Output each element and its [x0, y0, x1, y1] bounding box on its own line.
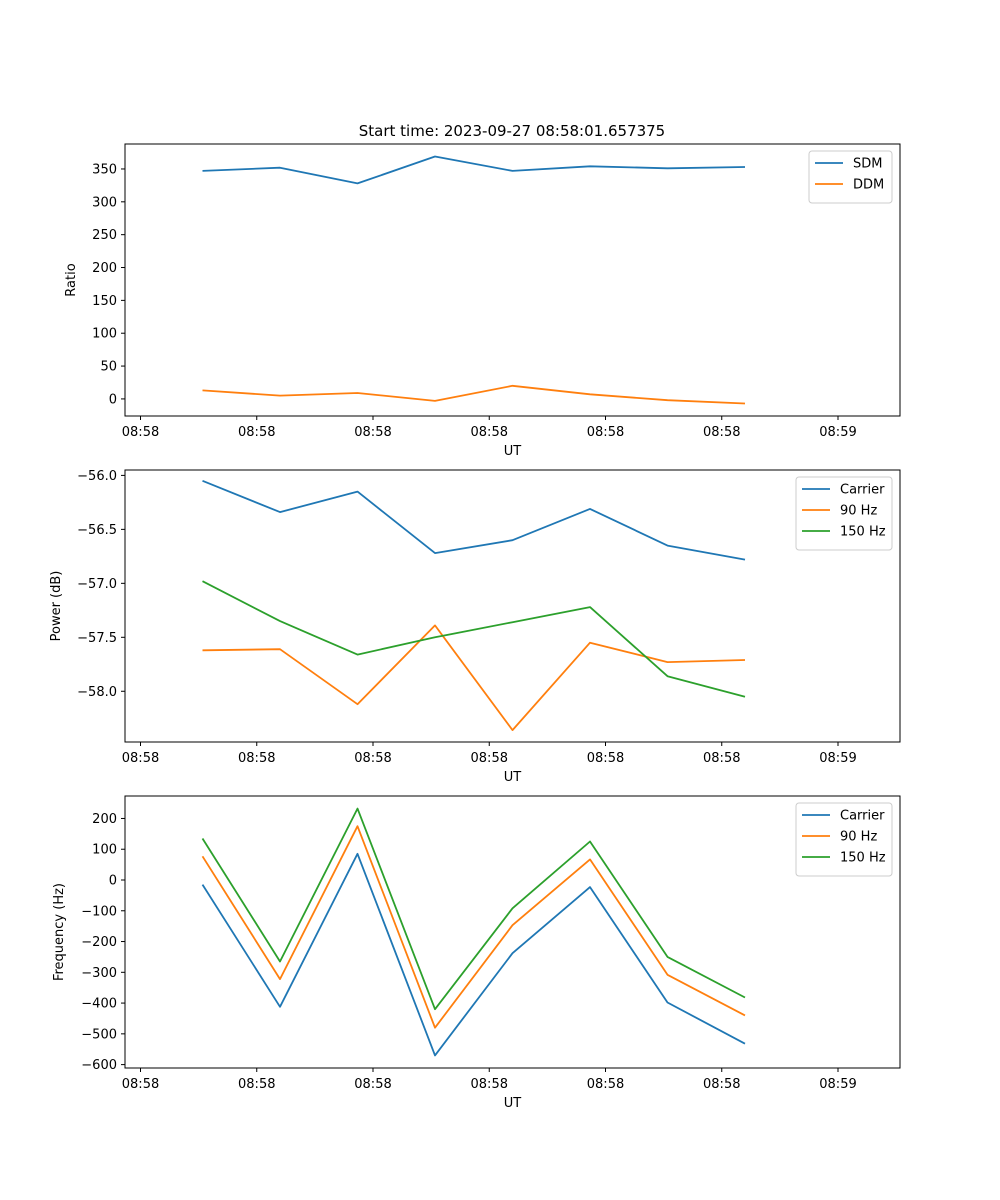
y-tick-label: 350 [92, 162, 117, 177]
x-tick-label: 08:59 [819, 751, 856, 766]
y-tick-label: −500 [81, 1027, 117, 1042]
legend-label: 90 Hz [840, 504, 877, 519]
x-tick-label: 08:58 [703, 1077, 740, 1092]
y-tick-label: −56.5 [77, 523, 117, 538]
x-tick-label: 08:58 [122, 751, 159, 766]
panel-1: 0 50 100 150 200 250 300 350 08:58 08:58 08:58 08:5… [64, 143, 901, 459]
figure-title: Start time: 2023-09-27 08:58:01.657375 [359, 122, 665, 140]
y-tick-label: −100 [81, 904, 117, 919]
y-axis-label: Frequency (Hz) [52, 883, 67, 981]
legend-label: DDM [853, 178, 884, 193]
x-tick-label: 08:58 [471, 425, 508, 440]
x-axis-label: UT [504, 770, 522, 785]
panel-2: −56.0 −56.5 −57.0 −57.5 −58.0 08:58 08:58 08:58… [49, 469, 901, 785]
x-tick-label: 08:58 [238, 425, 275, 440]
legend-label: 150 Hz [840, 851, 886, 866]
y-tick-label: −200 [81, 935, 117, 950]
y-tick-label: 200 [92, 812, 117, 827]
legend-box [808, 150, 893, 204]
y-tick-label: −58.0 [77, 685, 117, 700]
x-axis-label: UT [504, 1096, 522, 1111]
y-tick-label: −300 [81, 966, 117, 981]
series-line-90-hz [202, 624, 746, 731]
x-tick-label: 08:58 [587, 751, 624, 766]
y-axis-label: Power (dB) [49, 571, 64, 642]
y-tick-label: 0 [109, 874, 117, 889]
x-tick-label: 08:58 [354, 751, 391, 766]
x-tick-label: 08:58 [471, 1077, 508, 1092]
x-tick-label: 08:58 [122, 1077, 159, 1092]
panel-3: 200 100 0 −100 −200 −300 −400 −500 −600 08:58 08:5… [52, 795, 901, 1111]
x-tick-label: 08:58 [703, 425, 740, 440]
series-line-carrier [202, 479, 746, 561]
y-tick-label: 200 [92, 261, 117, 276]
legend-label: Carrier [840, 809, 885, 824]
legend-label: Carrier [840, 483, 885, 498]
series-line-150-hz [201, 807, 746, 1011]
x-tick-label: 08:58 [354, 425, 391, 440]
panels: 0 50 100 150 200 250 300 350 08:58 08:58 08:58 08:5… [49, 143, 901, 1111]
x-tick-label: 08:58 [471, 751, 508, 766]
y-tick-label: −57.5 [77, 631, 117, 646]
x-tick-label: 08:59 [819, 425, 856, 440]
y-tick-label: −57.0 [77, 577, 117, 592]
y-tick-label: 250 [92, 228, 117, 243]
legend: SDM DDM [808, 150, 893, 204]
y-tick-label: −600 [81, 1058, 117, 1073]
series-line-ddm [202, 384, 746, 405]
legend: Carrier 90 Hz 150 Hz [795, 476, 893, 551]
x-axis-label: UT [504, 444, 522, 459]
series-line-150-hz [202, 580, 746, 698]
legend: Carrier 90 Hz 150 Hz [795, 802, 893, 877]
y-tick-label: 50 [100, 360, 117, 375]
y-tick-label: −400 [81, 997, 117, 1012]
axes-frame [124, 143, 901, 417]
y-tick-label: 100 [92, 327, 117, 342]
x-tick-label: 08:58 [587, 1077, 624, 1092]
series-line-sdm [202, 155, 746, 185]
x-tick-label: 08:58 [354, 1077, 391, 1092]
legend-label: 90 Hz [840, 830, 877, 845]
y-tick-label: 100 [92, 843, 117, 858]
y-tick-label: 150 [92, 294, 117, 309]
y-tick-label: 0 [109, 392, 117, 407]
x-tick-label: 08:58 [703, 751, 740, 766]
x-tick-label: 08:58 [587, 425, 624, 440]
y-tick-label: −56.0 [77, 469, 117, 484]
legend-label: 150 Hz [840, 525, 886, 540]
y-axis-label: Ratio [64, 263, 79, 296]
axes-frame [124, 795, 901, 1069]
series-line-carrier [201, 852, 746, 1057]
legend-label: SDM [853, 157, 882, 172]
x-tick-label: 08:59 [819, 1077, 856, 1092]
x-tick-label: 08:58 [122, 425, 159, 440]
y-tick-label: 300 [92, 195, 117, 210]
axes-frame [124, 469, 901, 743]
series-line-90-hz [201, 825, 746, 1029]
x-tick-label: 08:58 [238, 1077, 275, 1092]
x-tick-label: 08:58 [238, 751, 275, 766]
